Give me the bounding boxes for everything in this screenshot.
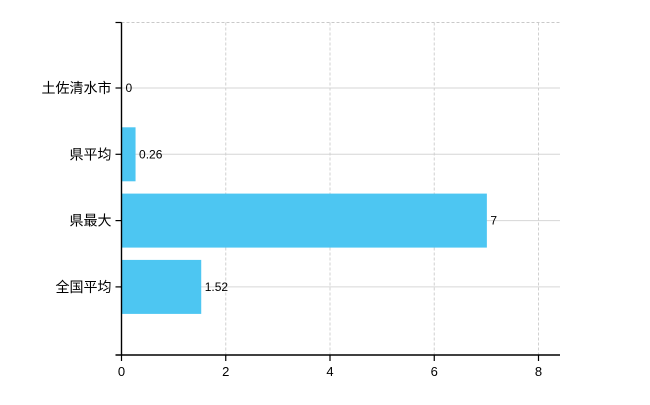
value-label: 1.52 [205, 280, 229, 294]
value-label: 0 [126, 81, 133, 95]
bar-2 [122, 193, 487, 248]
x-tick-label: 6 [431, 364, 438, 379]
x-tick-label: 4 [326, 364, 333, 379]
value-label: 7 [490, 214, 497, 228]
category-label: 土佐清水市 [42, 80, 112, 96]
x-tick-label: 2 [222, 364, 229, 379]
x-tick-label: 8 [535, 364, 542, 379]
bar-3 [122, 259, 202, 314]
category-label: 県最大 [70, 213, 112, 229]
value-label: 0.26 [139, 147, 163, 161]
bar-1 [122, 127, 136, 182]
category-label: 県平均 [70, 146, 112, 162]
x-tick-label: 0 [118, 364, 125, 379]
category-label: 全国平均 [56, 279, 112, 295]
